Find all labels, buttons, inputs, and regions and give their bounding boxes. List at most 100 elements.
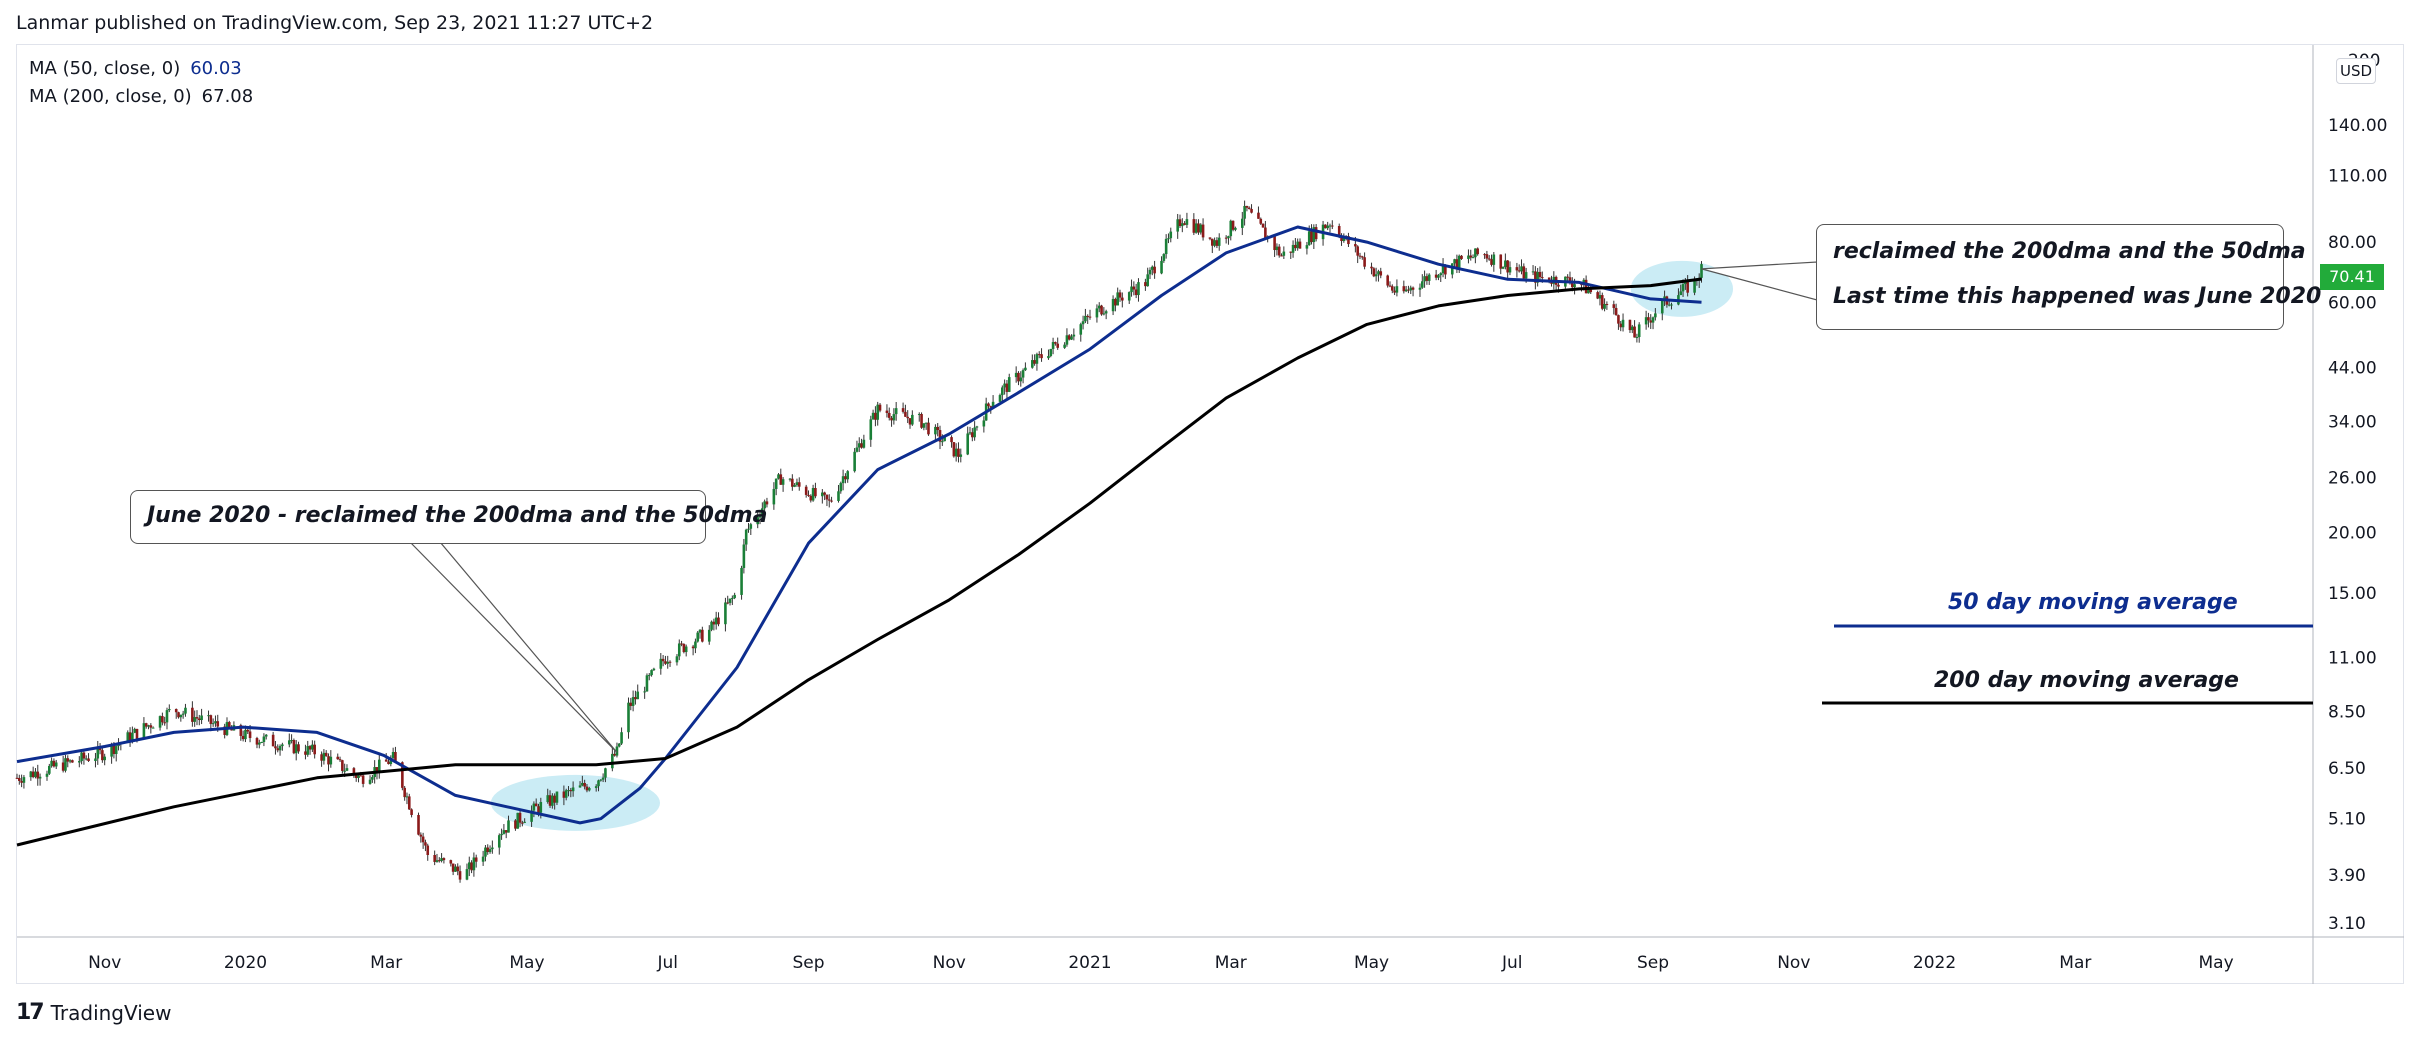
candle-body bbox=[407, 796, 411, 810]
candle-body bbox=[1651, 317, 1655, 323]
annotation-sep-2021[interactable]: reclaimed the 200dma and the 50dma Last … bbox=[1816, 224, 2321, 330]
candle-body bbox=[195, 717, 199, 719]
candle-body bbox=[615, 746, 619, 756]
candle-body bbox=[1084, 315, 1087, 322]
candle-body bbox=[1423, 276, 1426, 282]
candle-body bbox=[87, 758, 90, 761]
candle-body bbox=[611, 753, 614, 769]
candle-body bbox=[1296, 241, 1299, 249]
candle-body bbox=[437, 860, 441, 862]
candle-body bbox=[1370, 266, 1373, 269]
legend-ma200[interactable]: MA (200, close, 0) 67.08 bbox=[29, 86, 253, 107]
candle-body bbox=[1051, 342, 1055, 349]
candle-body bbox=[384, 759, 388, 762]
candle-body bbox=[502, 830, 506, 834]
candle-body bbox=[788, 478, 792, 480]
candle-body bbox=[652, 668, 656, 671]
currency-badge[interactable]: USD bbox=[2336, 58, 2376, 84]
candle-body bbox=[181, 713, 185, 715]
candle-body bbox=[387, 761, 390, 765]
candle-body bbox=[101, 750, 104, 761]
candle-body bbox=[807, 494, 810, 496]
candle-body bbox=[394, 752, 397, 763]
candle-body bbox=[539, 802, 543, 813]
candle-body bbox=[1427, 274, 1431, 281]
footer-brand[interactable]: 17 TradingView bbox=[16, 1000, 171, 1025]
candle-body bbox=[675, 656, 679, 663]
candle-body bbox=[1314, 227, 1318, 240]
candle-body bbox=[631, 697, 635, 706]
candle-body bbox=[287, 740, 291, 745]
candle-body bbox=[184, 707, 187, 714]
candle-body bbox=[18, 777, 21, 781]
candle-body bbox=[66, 758, 70, 762]
x-tick-label: Jul bbox=[656, 953, 678, 973]
candle-body bbox=[98, 747, 102, 751]
candle-body bbox=[417, 814, 420, 835]
candle-body bbox=[1487, 258, 1491, 260]
candle-body bbox=[216, 721, 220, 727]
y-tick-label: 3.10 bbox=[2328, 914, 2366, 934]
legend-ma50[interactable]: MA (50, close, 0) 60.03 bbox=[29, 58, 242, 79]
candle-body bbox=[1118, 292, 1122, 298]
candle-body bbox=[1538, 271, 1542, 278]
candle-body bbox=[1420, 281, 1424, 288]
candle-body bbox=[1490, 259, 1493, 265]
candle-body bbox=[797, 482, 801, 487]
candle-body bbox=[684, 646, 688, 653]
candle-body bbox=[1612, 304, 1616, 308]
candle-body bbox=[440, 858, 443, 861]
candle-body bbox=[451, 863, 455, 872]
candle-body bbox=[80, 752, 83, 762]
candle-body bbox=[1485, 254, 1489, 259]
candle-body bbox=[1183, 223, 1186, 225]
candle-body bbox=[1580, 284, 1583, 286]
candle-body bbox=[1215, 240, 1219, 246]
candle-body bbox=[191, 707, 194, 722]
candle-body bbox=[1407, 289, 1410, 291]
callout-pointer-left bbox=[408, 541, 618, 753]
candle-body bbox=[177, 712, 180, 718]
annotation-june-2020[interactable]: June 2020 - reclaimed the 200dma and the… bbox=[130, 490, 767, 544]
legend-ma200-label: MA (200, close, 0) bbox=[29, 86, 192, 107]
candle-body bbox=[255, 738, 259, 745]
candle-body bbox=[1070, 336, 1073, 340]
candle-body bbox=[248, 731, 252, 739]
candle-body bbox=[597, 780, 600, 787]
candle-body bbox=[1213, 240, 1216, 246]
candle-body bbox=[36, 771, 40, 779]
candle-body bbox=[454, 866, 457, 872]
footer-brand-name: TradingView bbox=[50, 1000, 172, 1025]
candle-body bbox=[1298, 241, 1302, 249]
candle-body bbox=[629, 702, 633, 706]
candle-body bbox=[1522, 266, 1526, 279]
candle-body bbox=[887, 412, 891, 418]
tradingview-logo-icon: 17 bbox=[16, 1000, 45, 1025]
candle-body bbox=[1534, 271, 1537, 283]
candle-body bbox=[677, 643, 681, 657]
candle-body bbox=[403, 787, 406, 798]
candle-body bbox=[1259, 218, 1263, 224]
candle-body bbox=[96, 747, 100, 759]
candle-body bbox=[634, 697, 637, 700]
candle-body bbox=[1660, 300, 1664, 314]
candle-body bbox=[1453, 259, 1456, 264]
candle-body bbox=[892, 414, 896, 421]
candle-body bbox=[211, 723, 215, 725]
candle-body bbox=[174, 709, 178, 713]
candle-body bbox=[433, 855, 436, 862]
candle-body bbox=[1241, 218, 1244, 228]
candle-body bbox=[1137, 282, 1140, 296]
x-tick-label: Nov bbox=[933, 953, 966, 973]
candle-body bbox=[1681, 284, 1685, 292]
candle-body bbox=[1686, 281, 1689, 293]
candle-body bbox=[1151, 266, 1154, 270]
candle-body bbox=[934, 426, 937, 435]
candle-body bbox=[497, 835, 501, 848]
candle-body bbox=[1037, 354, 1041, 356]
candle-body bbox=[844, 476, 847, 480]
candle-body bbox=[532, 803, 536, 811]
candle-body bbox=[998, 395, 1002, 402]
candle-body bbox=[313, 744, 316, 755]
